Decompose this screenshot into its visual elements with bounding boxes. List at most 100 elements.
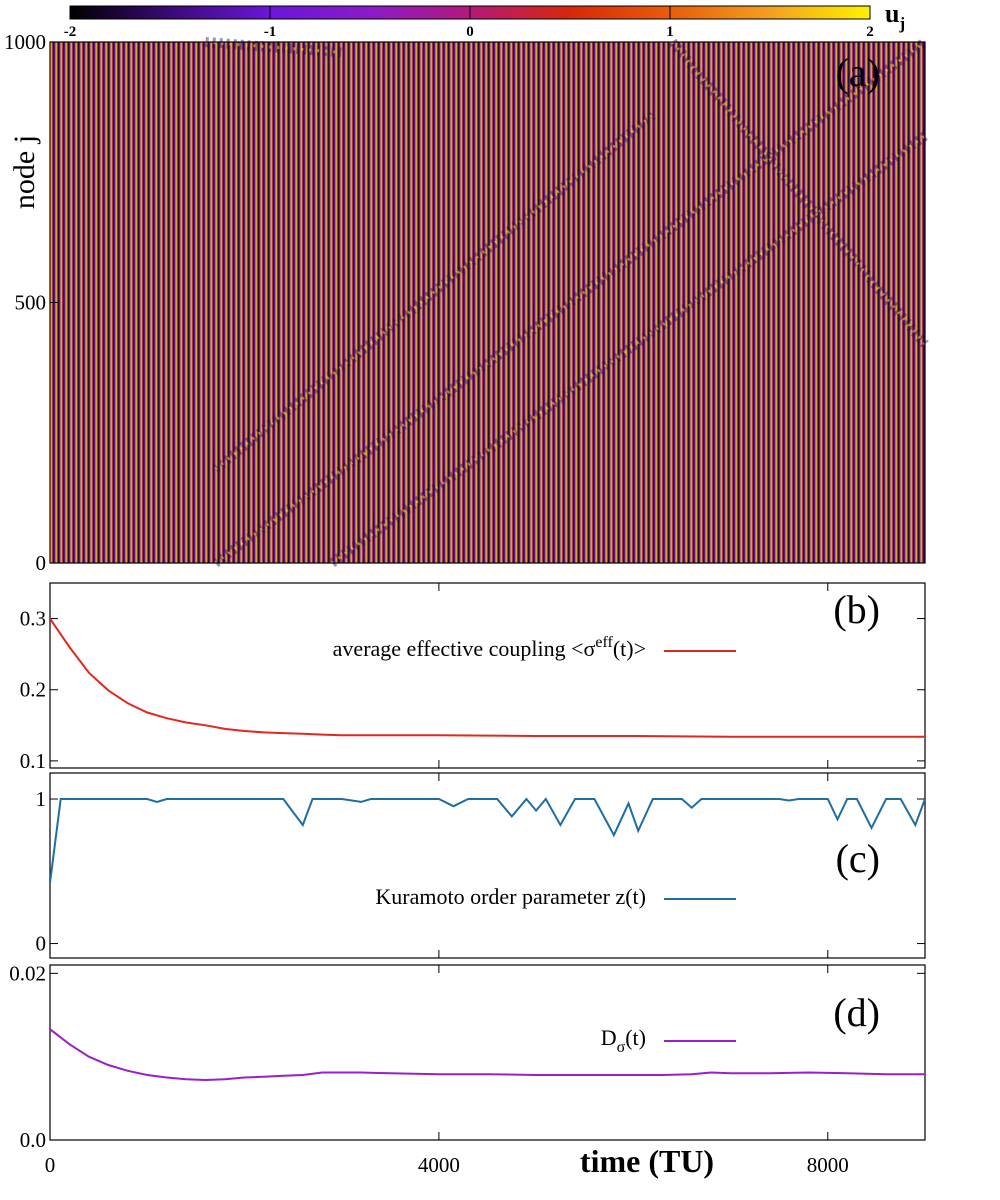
- heatmap-stripe-low: [243, 42, 245, 563]
- heatmap-stripe-mid: [821, 42, 823, 563]
- heatmap-stripe-low: [573, 42, 575, 563]
- heatmap-defect-band-edge: [331, 134, 926, 565]
- svg-text:node j: node j: [8, 135, 41, 209]
- heatmap-stripe-low: [128, 42, 130, 563]
- heatmap-stripe-high: [565, 42, 567, 563]
- heatmap-stripe-high: [630, 42, 632, 563]
- heatmap-stripe-mid: [511, 42, 513, 563]
- heatmap-stripe-low: [713, 42, 715, 563]
- heatmap-stripe-mid: [271, 42, 273, 563]
- heatmap-stripe-high: [860, 42, 862, 563]
- heatmap-stripe-low: [683, 42, 685, 563]
- heatmap-stripe-mid: [691, 42, 693, 563]
- heatmap-stripe-mid: [61, 42, 63, 563]
- heatmap-stripe-low: [518, 42, 520, 563]
- heatmap-stripe-mid: [621, 42, 623, 563]
- heatmap-stripe-mid: [191, 42, 193, 563]
- y-axis-title-var: j: [8, 135, 41, 144]
- heatmap-stripe-low: [478, 42, 480, 563]
- heatmap-stripe-low: [408, 42, 410, 563]
- x-tick-label: 4000: [418, 1153, 460, 1177]
- heatmap-stripe-mid: [601, 42, 603, 563]
- heatmap-stripe-mid: [846, 42, 848, 563]
- y-tick-label-d: 0.02: [9, 961, 46, 985]
- heatmap-stripe-high: [485, 42, 487, 563]
- heatmap-stripe-mid: [911, 42, 913, 563]
- heatmap-stripe-high: [610, 42, 612, 563]
- heatmap-stripe-low: [768, 42, 770, 563]
- heatmap-stripe-mid: [816, 42, 818, 563]
- heatmap-stripe-high: [170, 42, 172, 563]
- heatmap-stripe-mid: [891, 42, 893, 563]
- heatmap-stripe-mid: [626, 42, 628, 563]
- heatmap-stripe-high: [80, 42, 82, 563]
- heatmap-stripe-high: [510, 42, 512, 563]
- heatmap-stripe-low: [678, 42, 680, 563]
- y-tick-label-c: 0: [36, 932, 47, 956]
- heatmap-stripe-low: [323, 42, 325, 563]
- heatmap-stripe-low: [648, 42, 650, 563]
- y-tick-label-a: 0: [36, 551, 47, 575]
- heatmap-stripe-high: [265, 42, 267, 563]
- heatmap-stripe-low: [158, 42, 160, 563]
- heatmap-stripe-high: [370, 42, 372, 563]
- heatmap-stripe-mid: [371, 42, 373, 563]
- heatmap-stripe-high: [105, 42, 107, 563]
- heatmap-stripe-mid: [836, 42, 838, 563]
- heatmap-stripe-mid: [561, 42, 563, 563]
- heatmap-stripe-high: [135, 42, 137, 563]
- heatmap-stripe-high: [775, 42, 777, 563]
- heatmap-stripe-low: [913, 42, 915, 563]
- heatmap-stripe-high: [95, 42, 97, 563]
- heatmap-stripe-mid: [766, 42, 768, 563]
- heatmap-stripe-mid: [901, 42, 903, 563]
- heatmap-stripe-mid: [186, 42, 188, 563]
- heatmap-stripe-low: [108, 42, 110, 563]
- colorbar-tick-label: -2: [64, 24, 77, 40]
- heatmap-stripe-high: [320, 42, 322, 563]
- panel-label-c: (c): [836, 836, 880, 881]
- heatmap-stripe-low: [368, 42, 370, 563]
- heatmap-stripe-mid: [736, 42, 738, 563]
- heatmap-stripe-low: [838, 42, 840, 563]
- colorbar-label: uj: [885, 0, 905, 33]
- heatmap-stripe-low: [533, 42, 535, 563]
- heatmap-stripe-low: [903, 42, 905, 563]
- heatmap-stripe-high: [635, 42, 637, 563]
- heatmap-stripe-high: [675, 42, 677, 563]
- heatmap-stripe-high: [330, 42, 332, 563]
- heatmap-stripe-mid: [711, 42, 713, 563]
- heatmap-stripe-mid: [761, 42, 763, 563]
- heatmap-stripe-high: [285, 42, 287, 563]
- heatmap-stripe-high: [345, 42, 347, 563]
- panel-b: 0.1 0.2 0.3 (b) average effective coupling…: [20, 582, 926, 773]
- heatmap-stripe-high: [780, 42, 782, 563]
- heatmap-stripe-high: [915, 42, 917, 563]
- heatmap-stripe-mid: [681, 42, 683, 563]
- heatmap-stripe-high: [695, 42, 697, 563]
- heatmap-stripe-low: [783, 42, 785, 563]
- heatmap-stripe-high: [715, 42, 717, 563]
- y-ticks-a: 0 500 1000: [4, 30, 58, 575]
- heatmap-stripe-low: [168, 42, 170, 563]
- heatmap-stripe-mid: [116, 42, 118, 563]
- heatmap-stripe-high: [300, 42, 302, 563]
- panel-d: 0.0 0.02 0 4000 8000 (d) Dσ(t) time (TU): [9, 961, 926, 1179]
- heatmap-stripe-mid: [156, 42, 158, 563]
- heatmap-stripe-mid: [361, 42, 363, 563]
- y-tick-label-b: 0.1: [20, 749, 46, 773]
- heatmap-stripe-low: [333, 42, 335, 563]
- heatmap-stripe-mid: [261, 42, 263, 563]
- heatmap-stripe-mid: [686, 42, 688, 563]
- heatmap-stripe-mid: [231, 42, 233, 563]
- y-tick-label-c: 1: [36, 787, 47, 811]
- heatmap-stripe-mid: [311, 42, 313, 563]
- heatmap-stripe-high: [230, 42, 232, 563]
- heatmap-stripe-high: [535, 42, 537, 563]
- heatmap-stripe-low: [788, 42, 790, 563]
- heatmap-stripe-high: [245, 42, 247, 563]
- heatmap-stripe-low: [453, 42, 455, 563]
- panel-label-b: (b): [833, 587, 880, 632]
- heatmap-stripe-low: [338, 42, 340, 563]
- heatmap-stripe-high: [870, 42, 872, 563]
